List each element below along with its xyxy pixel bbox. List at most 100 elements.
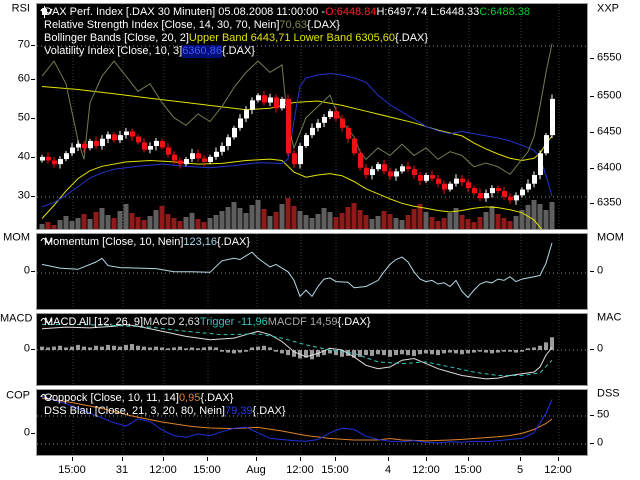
volume-bar (543, 210, 549, 229)
tick-mark (335, 457, 336, 461)
candle-up (100, 138, 105, 146)
macd-histogram-bar (340, 350, 344, 357)
coppock-chart-panel[interactable]: Coppock [Close, 10, 11, 14] 0,95 {.DAX} D… (36, 389, 588, 456)
volume-bar (417, 204, 423, 229)
left-axis-tick-label: 60 (17, 72, 30, 85)
legend-text: {.DAX} (221, 45, 255, 57)
volume-bar (309, 218, 315, 229)
volume-bar (459, 215, 465, 229)
macd-histogram-bar (166, 348, 170, 350)
momentum-legend: Momentum [Close, 10, Nein] 123,16 {.DAX} (40, 236, 250, 249)
tick-mark (256, 457, 257, 461)
volume-bar (489, 206, 495, 229)
macd-histogram-bar (202, 347, 206, 350)
candle-up (64, 153, 69, 160)
wave-icon (40, 238, 53, 244)
legend-text: Volatility Index [Close, 10, 3] (44, 45, 183, 57)
volume-bar (81, 214, 87, 229)
tick-mark (122, 457, 123, 461)
candle-up (148, 146, 153, 150)
tick-mark (300, 457, 301, 461)
macd-histogram-bar (472, 350, 476, 353)
candle-down (388, 171, 393, 177)
volume-bar (297, 211, 303, 229)
macd-histogram-bar (328, 350, 332, 354)
macd-histogram-bar (388, 350, 392, 357)
macd-histogram-bar (322, 350, 326, 356)
tick-mark (31, 118, 35, 119)
volume-bar (315, 214, 321, 229)
macd-histogram-bar (466, 350, 470, 354)
momentum-chart-panel[interactable]: Momentum [Close, 10, Nein] 123,16 {.DAX} (36, 233, 588, 310)
macd-histogram-bar (64, 347, 68, 350)
relative-strength-index (41, 43, 553, 175)
candle-up (520, 189, 525, 196)
candle-up (154, 140, 159, 146)
price-legend-line-0[interactable]: DAX Perf. Index [.DAX 30 Minuten] 05.08.… (40, 6, 530, 19)
tick-mark (31, 79, 35, 80)
macd-histogram-bar (226, 350, 230, 353)
macd-histogram-bar (106, 344, 110, 350)
tick-mark (590, 203, 594, 204)
macd-legend: MACD All [12, 26, 9] MACD 2,63 Trigger -… (40, 316, 371, 329)
legend-text: Bollinger Bands [Close, 20, 2] (44, 32, 189, 44)
candle-up (232, 127, 237, 138)
legend-text: 79,39 (225, 405, 253, 417)
macd-histogram-bar (148, 347, 152, 350)
macd-histogram-bar (526, 348, 530, 350)
candle-down (412, 169, 417, 175)
volume-bar (255, 200, 261, 229)
candle-down (142, 142, 147, 150)
coppock-legend-line-1[interactable]: DSS Blau [Close, 21, 3, 20, 80, Nein] 79… (40, 394, 286, 418)
coppock-chart-canvas[interactable] (37, 390, 588, 456)
candle-up (208, 156, 213, 162)
price-legend-line-1[interactable]: Relative Strength Index [Close, 14, 30, … (40, 8, 530, 32)
candle-up (106, 134, 111, 139)
tick-mark (31, 433, 35, 434)
macd-chart-panel[interactable]: MACD All [12, 26, 9] MACD 2,63 Trigger -… (36, 313, 588, 386)
left-axis-tick-label: 0 (23, 426, 30, 439)
macd-histogram-bar (460, 350, 464, 355)
price-legend-line-3[interactable]: Volatility Index [Close, 10, 3] 6360,86 … (40, 8, 530, 58)
candle-up (490, 188, 495, 194)
momentum-chart-canvas[interactable] (37, 234, 588, 310)
volume-bar (51, 225, 57, 229)
volume-bar (39, 224, 45, 229)
volume-bar (183, 217, 189, 229)
candle-up (550, 98, 555, 136)
volume-bar (207, 218, 213, 229)
time-axis-label: 15:00 (193, 464, 221, 476)
volume-bar (339, 213, 345, 229)
price-chart-canvas[interactable] (37, 4, 588, 230)
volume-bar (279, 204, 285, 229)
macd-histogram-bar (52, 346, 56, 350)
candle-down (496, 188, 501, 191)
price-legend-line-2[interactable]: Bollinger Bands [Close, 20, 2] Upper Ban… (40, 8, 530, 45)
volume-bar (429, 217, 435, 229)
macd-histogram-bar (208, 346, 212, 350)
volume-bar (333, 217, 339, 229)
tick-mark (72, 457, 73, 461)
volume-bar (363, 215, 369, 229)
left-axis-tick-label: 40 (17, 150, 30, 163)
legend-text: O:6448.84 (325, 6, 377, 18)
momentum-legend-line-0[interactable]: Momentum [Close, 10, Nein] 123,16 {.DAX} (40, 236, 250, 249)
volume-bar (447, 213, 453, 229)
coppock-legend-line-0[interactable]: Coppock [Close, 10, 11, 14] 0,95 {.DAX} (40, 392, 286, 405)
candle-down (418, 175, 423, 181)
macd-chart-canvas[interactable] (37, 314, 588, 386)
volume-bar (105, 215, 111, 229)
candle-down (358, 153, 363, 168)
volume-bar (117, 211, 123, 229)
macd-histogram-bar (358, 350, 362, 357)
macd-legend-line-0[interactable]: MACD All [12, 26, 9] MACD 2,63 Trigger -… (40, 316, 371, 329)
macd-histogram-bar (406, 350, 410, 356)
volume-bar (303, 215, 309, 229)
macd-histogram-bar (490, 350, 494, 354)
left-axis-tick-label: 30 (17, 189, 30, 202)
time-axis-label: Aug (246, 464, 266, 476)
left-axis-title-macd: MACD (0, 312, 33, 325)
candle-down (466, 182, 471, 189)
price-chart-panel[interactable]: DAX Perf. Index [.DAX 30 Minuten] 05.08.… (36, 3, 588, 230)
macd-histogram-bar (364, 350, 368, 356)
